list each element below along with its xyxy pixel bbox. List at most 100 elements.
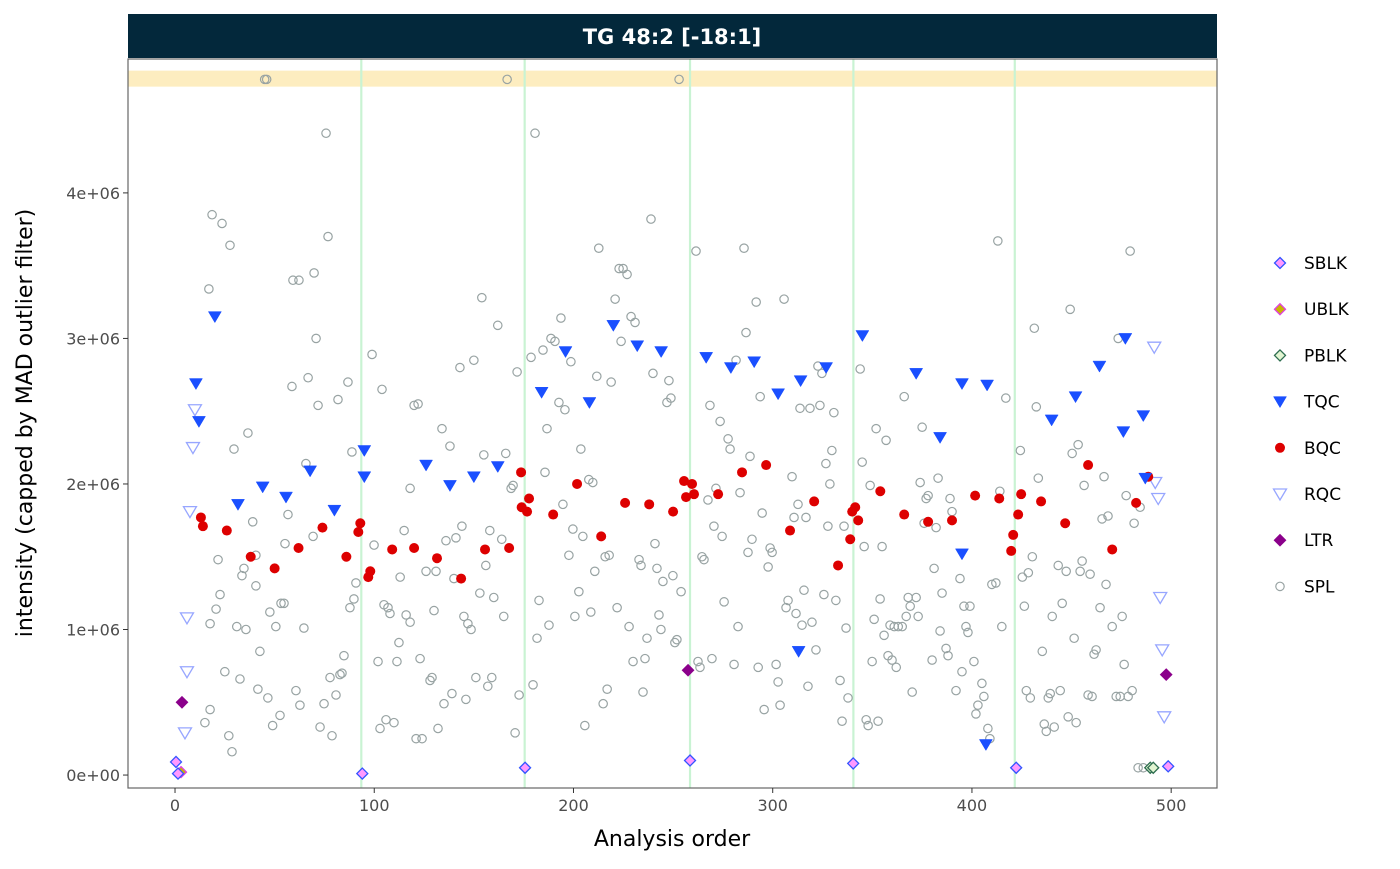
point-spl xyxy=(447,688,457,699)
point-spl xyxy=(224,730,234,741)
point-tqc xyxy=(327,504,342,517)
chart-title: TG 48:2 [-18:1] xyxy=(583,25,762,49)
point-spl xyxy=(291,685,301,696)
legend-item-pblk: PBLK xyxy=(1273,346,1347,366)
point-tqc xyxy=(558,346,573,359)
point-spl xyxy=(220,666,230,677)
point-spl xyxy=(534,595,544,606)
point-tqc xyxy=(279,491,293,504)
point-spl xyxy=(779,294,789,304)
point-spl xyxy=(247,517,258,527)
point-tqc xyxy=(747,356,762,369)
point-bqc xyxy=(341,551,352,562)
point-spl xyxy=(691,246,701,256)
point-spl xyxy=(276,598,286,609)
point-spl xyxy=(927,655,937,665)
point-spl xyxy=(506,483,516,494)
point-spl xyxy=(514,690,524,700)
point-spl xyxy=(496,534,507,545)
point-bqc xyxy=(596,531,607,542)
point-ltr xyxy=(175,695,189,709)
series-rqc xyxy=(177,341,1172,741)
point-bqc xyxy=(681,492,692,503)
y-tick-label: 4e+06 xyxy=(66,184,120,203)
point-spl xyxy=(469,355,479,366)
legend-label: TQC xyxy=(1303,393,1340,413)
point-spl xyxy=(1053,560,1064,571)
point-spl xyxy=(803,681,813,692)
point-bqc xyxy=(245,551,256,562)
point-spl xyxy=(783,595,793,606)
point-spl xyxy=(797,620,807,630)
point-spl xyxy=(1019,601,1030,612)
point-spl xyxy=(343,377,353,387)
point-spl xyxy=(351,578,361,588)
plot-panel xyxy=(128,59,1217,788)
point-bqc xyxy=(524,493,535,504)
point-spl xyxy=(477,292,487,303)
point-bqc xyxy=(363,572,374,583)
point-spl xyxy=(1057,598,1067,609)
point-spl xyxy=(540,467,550,478)
point-tqc xyxy=(909,368,924,380)
series-sblk xyxy=(169,754,1175,781)
point-tqc xyxy=(1138,472,1153,485)
point-spl xyxy=(429,605,439,616)
point-spl xyxy=(971,709,981,719)
point-tqc xyxy=(978,739,993,751)
point-spl xyxy=(901,611,911,622)
point-spl xyxy=(335,669,345,680)
point-spl xyxy=(405,483,415,494)
point-spl xyxy=(481,560,491,571)
point-spl xyxy=(664,375,674,386)
point-spl xyxy=(431,566,441,577)
point-tqc xyxy=(723,362,738,375)
point-spl xyxy=(550,336,560,347)
point-tqc xyxy=(793,375,808,388)
point-spl xyxy=(963,627,973,638)
point-spl xyxy=(841,623,851,633)
point-tqc xyxy=(490,461,505,473)
point-spl xyxy=(937,588,947,598)
point-spl xyxy=(486,672,497,683)
point-spl xyxy=(793,499,803,510)
point-bqc xyxy=(689,489,700,500)
point-rqc xyxy=(187,404,203,418)
point-tqc xyxy=(791,646,806,658)
point-spl xyxy=(287,381,297,392)
point-spl xyxy=(879,630,889,641)
point-spl xyxy=(532,633,542,644)
point-tqc xyxy=(955,378,969,391)
point-spl xyxy=(695,662,705,673)
point-spl xyxy=(1021,685,1032,696)
point-spl xyxy=(225,240,235,251)
point-spl xyxy=(735,487,745,498)
point-spl xyxy=(646,214,656,224)
point-spl xyxy=(767,547,777,558)
point-spl xyxy=(560,404,570,415)
point-spl xyxy=(321,128,331,139)
point-bqc xyxy=(1107,544,1118,555)
point-spl xyxy=(1031,402,1042,412)
point-spl xyxy=(743,547,753,558)
point-spl xyxy=(693,656,703,667)
point-spl xyxy=(512,367,522,377)
point-spl xyxy=(606,377,616,387)
point-spl xyxy=(207,209,217,220)
point-spl xyxy=(295,700,305,710)
point-bqc xyxy=(1016,489,1027,500)
point-spl xyxy=(1083,690,1093,700)
point-spl xyxy=(283,509,293,520)
point-spl xyxy=(255,646,265,657)
point-spl xyxy=(243,428,253,438)
point-spl xyxy=(759,704,769,715)
x-tick-label: 200 xyxy=(558,796,589,815)
point-spl xyxy=(239,563,249,574)
point-bqc xyxy=(899,509,910,520)
point-spl xyxy=(538,345,548,355)
point-spl xyxy=(213,554,223,565)
point-sblk xyxy=(355,767,369,781)
point-spl xyxy=(977,678,987,689)
point-spl xyxy=(747,534,757,545)
